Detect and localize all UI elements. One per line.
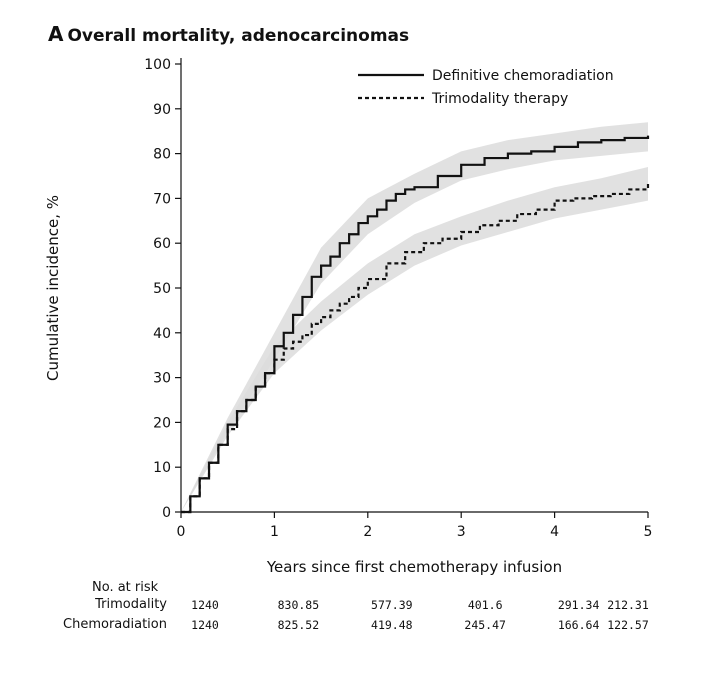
x-tick-label: 0 bbox=[177, 524, 186, 540]
panel-title-text: Overall mortality, adenocarcinomas bbox=[67, 26, 410, 46]
y-tick-label: 30 bbox=[153, 371, 171, 387]
risk-row-label: Trimodality bbox=[95, 597, 167, 612]
risk-value: 245.47 bbox=[464, 618, 506, 632]
risk-value: 830.85 bbox=[277, 598, 320, 612]
ci-band-0 bbox=[181, 122, 648, 513]
x-tick-label: 2 bbox=[363, 524, 372, 540]
risk-value: 401.6 bbox=[467, 598, 503, 612]
risk-value: 212.31 bbox=[607, 598, 649, 612]
risk-value: 1240 bbox=[191, 598, 219, 612]
y-tick-label: 70 bbox=[153, 191, 171, 207]
x-axis-label: Years since first chemotherapy infusion bbox=[266, 558, 562, 576]
x-tick-label: 1 bbox=[270, 524, 279, 540]
y-tick-label: 80 bbox=[153, 147, 171, 163]
risk-value: 291.34 bbox=[557, 598, 600, 612]
risk-row-label: Chemoradiation bbox=[63, 617, 167, 632]
x-tick-label: 4 bbox=[550, 524, 559, 540]
y-tick-label: 90 bbox=[153, 102, 171, 118]
x-tick-label: 5 bbox=[644, 524, 653, 540]
risk-value: 1240 bbox=[191, 618, 219, 632]
y-axis-label: Cumulative incidence, % bbox=[44, 195, 62, 381]
y-tick-label: 100 bbox=[144, 57, 171, 73]
risk-value: 577.39 bbox=[371, 598, 413, 612]
legend-label-1: Trimodality therapy bbox=[431, 91, 568, 107]
series-line-0 bbox=[181, 135, 650, 514]
risk-value: 825.52 bbox=[277, 618, 320, 632]
panel-letter: A bbox=[48, 22, 64, 46]
panel-title: A Overall mortality, adenocarcinomas bbox=[48, 22, 409, 46]
y-tick-label: 0 bbox=[162, 505, 171, 521]
risk-value: 122.57 bbox=[607, 618, 649, 632]
legend-label-0: Definitive chemoradiation bbox=[432, 68, 614, 84]
y-tick-label: 60 bbox=[153, 236, 171, 252]
y-tick-label: 40 bbox=[153, 326, 171, 342]
y-tick-label: 10 bbox=[153, 460, 171, 476]
risk-table-header: No. at risk bbox=[92, 580, 159, 595]
x-tick-label: 3 bbox=[457, 524, 466, 540]
risk-value: 419.48 bbox=[371, 618, 413, 632]
y-tick-label: 50 bbox=[153, 281, 171, 297]
ci-band-1 bbox=[181, 167, 648, 513]
y-tick-label: 20 bbox=[153, 415, 171, 431]
series-line-1 bbox=[181, 182, 650, 514]
risk-value: 166.64 bbox=[557, 618, 600, 632]
